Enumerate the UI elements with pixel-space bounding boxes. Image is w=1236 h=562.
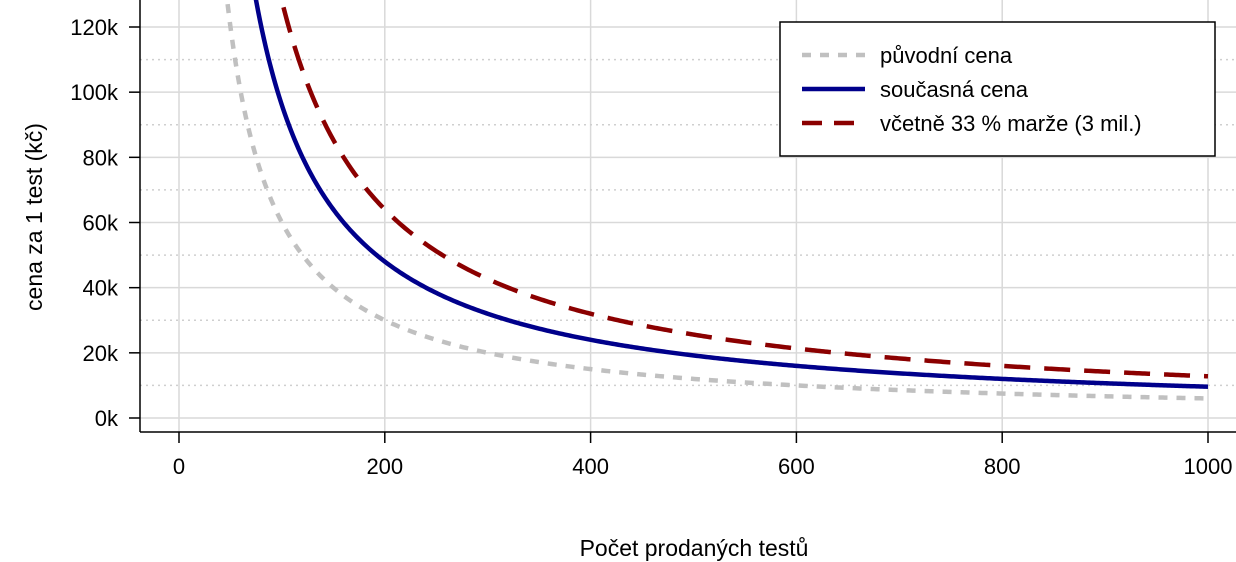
y-tick-label: 0k — [95, 406, 119, 431]
y-tick-label: 80k — [83, 145, 119, 170]
series-line-1 — [224, 0, 1209, 401]
x-tick-label: 0 — [173, 454, 185, 479]
y-tick-label: 20k — [83, 341, 119, 366]
legend-label-2: současná cena — [880, 77, 1029, 102]
x-tick-label: 200 — [366, 454, 403, 479]
legend-label-3: včetně 33 % marže (3 mil.) — [880, 111, 1142, 136]
legend: původní cena současná cena včetně 33 % mar… — [779, 21, 1216, 157]
x-tick-label: 800 — [984, 454, 1021, 479]
series-line-2 — [253, 0, 1209, 389]
y-tick-label: 120k — [70, 15, 119, 40]
legend-label-1: původní cena — [880, 43, 1013, 68]
axes: 0 200 400 600 800 1000 0k 20k 40k 60k 80k 100k 120k — [70, 0, 1236, 479]
y-tick-label: 100k — [70, 80, 119, 105]
series-lines — [224, 0, 1209, 401]
y-tick-label: 60k — [83, 211, 119, 236]
x-tick-label: 1000 — [1184, 454, 1233, 479]
y-tick-label: 40k — [83, 276, 119, 301]
x-tick-label: 400 — [572, 454, 609, 479]
series-line-3 — [279, 0, 1209, 379]
x-tick-label: 600 — [778, 454, 815, 479]
x-axis-title: Počet prodaných testů — [580, 535, 809, 561]
y-axis-title: cena za 1 test (kč) — [21, 123, 47, 311]
